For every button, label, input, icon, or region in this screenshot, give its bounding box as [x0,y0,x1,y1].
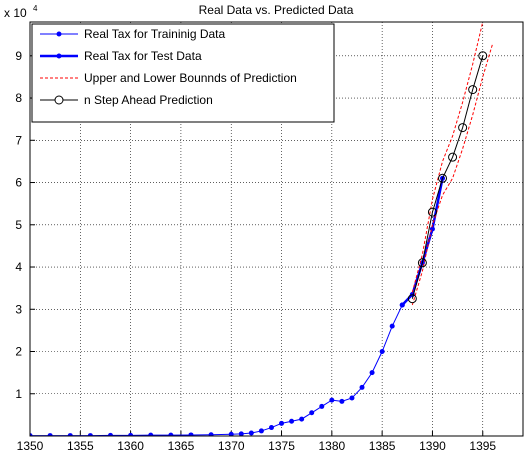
data-point [279,420,285,426]
data-point [47,433,53,436]
data-point [309,410,315,416]
data-point [148,432,154,436]
data-point [87,433,93,436]
data-point [67,433,73,436]
legend-label: Real Tax for Traininig Data [84,27,226,41]
data-point [258,428,264,434]
data-point [248,430,254,436]
data-point [228,431,234,436]
series-line [30,304,403,436]
data-point [359,384,365,390]
x-tick-label: 1380 [318,439,345,453]
data-point [339,398,345,404]
x-tick-label: 1365 [168,439,195,453]
data-point [478,51,488,61]
y-tick-label: 9 [15,49,22,63]
data-point [407,294,417,304]
data-point [107,432,113,436]
axes-box [29,21,524,437]
data-point [268,425,274,431]
x-tick-label: 1360 [117,439,144,453]
data-point [238,431,244,436]
chart-title: Real Data vs. Predicted Data [199,3,354,17]
x-tick-label: 1375 [268,439,295,453]
legend-label: n Step Ahead Prediction [84,93,213,107]
data-point [168,432,174,436]
data-point [30,433,33,436]
series-line [411,55,484,299]
x-tick-label: 1350 [17,439,44,453]
y-tick-label: 5 [15,218,22,232]
legend-label: Real Tax for Test Data [84,49,202,63]
y-tick-label: 6 [15,176,22,190]
plot-lines [30,22,494,436]
data-point [369,370,375,376]
y-tick-label: 8 [15,91,22,105]
data-point [438,173,448,183]
data-point [399,302,405,308]
data-point [417,258,427,268]
data-point [208,432,214,436]
data-point [468,85,478,95]
legend-marker [56,53,62,59]
data-point [188,432,194,436]
y-tick-label: 2 [15,345,22,359]
legend-box [31,23,335,123]
x-tick-label: 1390 [419,439,446,453]
data-point [379,349,385,355]
y-tick-label: 4 [15,260,22,274]
legend-marker [56,31,62,37]
x-tick-label: 1370 [218,439,245,453]
data-point [458,123,468,133]
legend: Real Tax for Traininig Data Real Tax for … [31,23,335,123]
data-point [329,397,335,403]
data-point [299,416,305,422]
data-point [349,395,355,401]
data-point [289,418,295,424]
y-multiplier: x 10 [4,6,27,20]
x-tick-label: 1355 [67,439,94,453]
data-point [389,323,395,329]
data-point [128,432,134,436]
y-tick-label: 3 [15,302,22,316]
y-tick-label: 1 [15,387,22,401]
x-tick-label: 1385 [369,439,396,453]
y-multiplier-exponent: 4 [33,4,38,13]
x-tick-label: 1395 [469,439,496,453]
data-point [448,152,458,162]
data-point [427,207,437,217]
data-point [319,403,325,409]
y-tick-label: 7 [15,133,22,147]
legend-label: Upper and Lower Bounnds of Prediction [84,71,297,85]
legend-marker [54,95,64,105]
series-line [411,22,484,293]
series-line-lower [411,42,494,306]
